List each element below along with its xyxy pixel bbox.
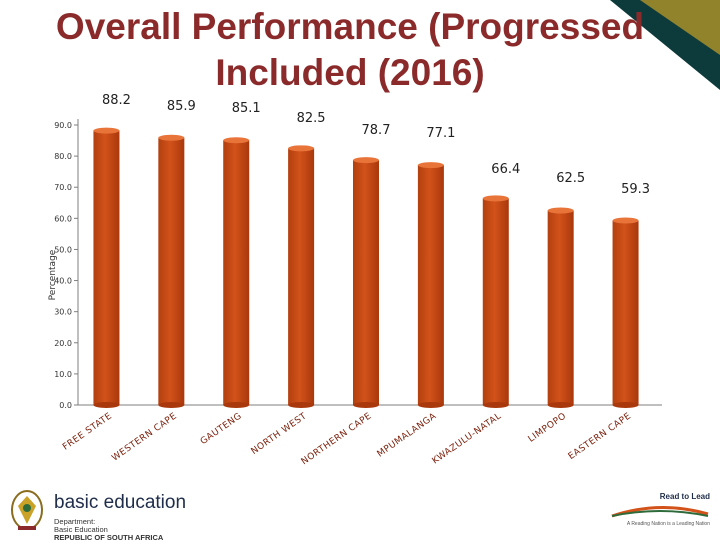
bar-base	[417, 402, 444, 408]
bar-body	[612, 220, 639, 405]
category-label: WESTERN CAPE	[110, 411, 179, 463]
value-label: 78.7	[362, 123, 391, 138]
category-label: EASTERN CAPE	[567, 411, 633, 462]
category-label: NORTHERN CAPE	[300, 411, 374, 467]
bar-top	[417, 162, 444, 169]
bar-top	[288, 145, 315, 152]
bar-base	[158, 402, 185, 408]
slide-title: Overall Performance (Progressed Included…	[55, 6, 645, 93]
bar	[417, 162, 444, 408]
bars-group	[93, 127, 639, 408]
value-label: 88.2	[102, 93, 131, 108]
value-label: 66.4	[491, 162, 520, 177]
y-tick-label: 30.0	[54, 308, 72, 317]
value-labels-group: 88.2 85.9 85.1 82.5 78.7 77.1 66.4 62.5 59.3	[102, 93, 650, 197]
y-tick-label: 70.0	[54, 183, 72, 192]
department-name: basic education	[54, 492, 187, 513]
department-line-3: REPUBLIC OF SOUTH AFRICA	[54, 533, 164, 542]
bar-top	[223, 137, 250, 144]
y-tick-label: 80.0	[54, 152, 72, 161]
bar-body	[353, 160, 379, 405]
value-label: 77.1	[426, 126, 455, 141]
value-label: 82.5	[297, 111, 326, 126]
bar-top	[547, 207, 574, 214]
bar-base	[547, 402, 574, 408]
y-tick-label: 0.0	[59, 401, 72, 410]
bar	[612, 217, 639, 408]
bar-chart: 0.010.020.030.040.050.060.070.080.090.0 …	[48, 93, 662, 467]
bar-top	[482, 195, 509, 202]
bar-top	[158, 134, 185, 141]
bar	[288, 145, 315, 408]
value-label: 62.5	[556, 171, 585, 186]
department-logo: basic education Department: Basic Educat…	[8, 488, 428, 542]
campaign-tagline: A Reading Nation is a Leading Nation	[626, 521, 710, 527]
bar	[158, 134, 185, 408]
bar-base	[93, 402, 120, 408]
bar-base	[288, 402, 315, 408]
bar-top	[353, 157, 379, 164]
value-label: 85.1	[232, 101, 261, 116]
bar-base	[612, 402, 639, 408]
bar	[547, 207, 574, 408]
category-label: KWAZULU-NATAL	[431, 411, 504, 466]
read-to-lead-logo: Read to Lead A Reading Nation is a Leadi…	[600, 492, 710, 536]
bar-body	[158, 137, 185, 405]
category-label: NORTH WEST	[250, 411, 309, 457]
category-label: MPUMALANGA	[376, 411, 439, 460]
category-label: GAUTENG	[199, 411, 244, 447]
bar	[223, 137, 250, 408]
bar-base	[482, 402, 509, 408]
category-label: FREE STATE	[61, 411, 114, 452]
y-tick-label: 20.0	[54, 339, 72, 348]
y-tick-label: 90.0	[54, 121, 72, 130]
y-axis-label: Percentage	[48, 249, 58, 300]
coat-of-arms-icon	[11, 490, 43, 530]
y-tick-label: 50.0	[54, 245, 72, 254]
bar-body	[547, 210, 574, 405]
value-label: 59.3	[621, 182, 650, 197]
category-label: LIMPOPO	[527, 411, 569, 444]
bar	[482, 195, 509, 408]
bar-body	[417, 165, 444, 405]
bar-body	[223, 140, 250, 405]
bar	[93, 127, 120, 408]
bar-top	[612, 217, 639, 224]
bar-body	[93, 130, 120, 405]
campaign-swoosh-icon	[611, 506, 709, 518]
y-tick-label: 60.0	[54, 214, 72, 223]
department-line-2: Basic Education	[54, 525, 108, 534]
value-label: 85.9	[167, 99, 196, 114]
y-tick-label: 40.0	[54, 277, 72, 286]
department-line-1: Department:	[54, 517, 96, 526]
campaign-name: Read to Lead	[659, 492, 710, 501]
bar-base	[223, 402, 250, 408]
bar-body	[482, 198, 509, 405]
footer: basic education Department: Basic Educat…	[0, 478, 720, 542]
bar-top	[93, 127, 120, 134]
bar-base	[353, 402, 379, 408]
bar	[353, 157, 379, 408]
bar-body	[288, 148, 315, 406]
y-tick-label: 10.0	[54, 370, 72, 379]
